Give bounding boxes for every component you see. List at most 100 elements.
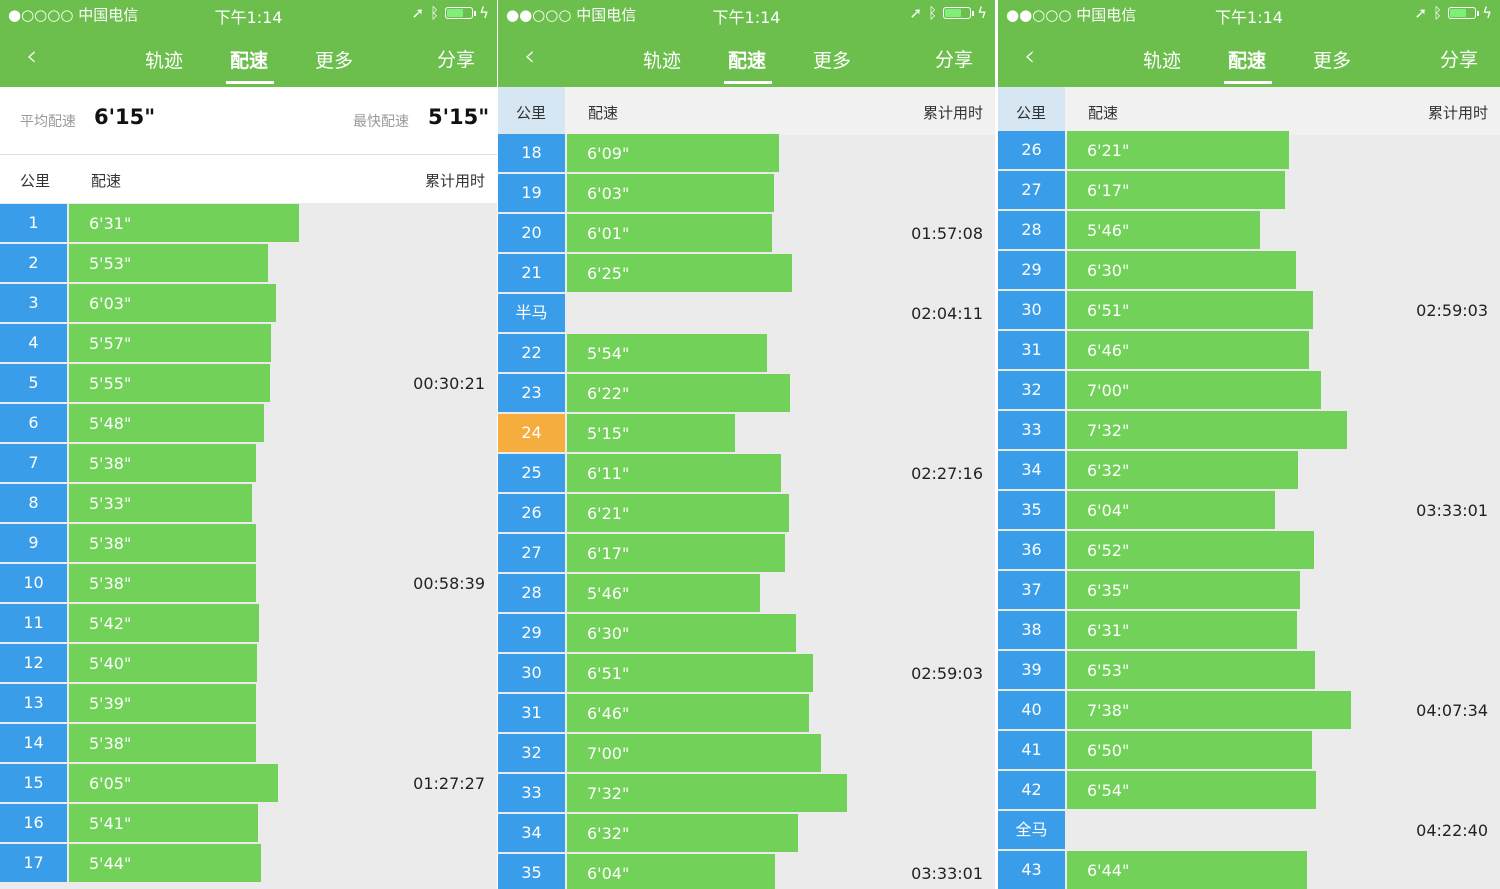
split-row: 4 5'57" [0,324,497,362]
split-row: 6 5'48" [0,404,497,442]
bluetooth-icon: ᛒ [430,4,440,22]
pace-bar [1067,771,1316,809]
split-km: 12 [0,644,67,682]
tab-0[interactable]: 轨迹 [145,50,184,72]
chevron-left-icon[interactable]: ‹ [26,39,38,72]
share-button[interactable]: 分享 [934,49,973,71]
split-row: 41 6'50" [998,731,1500,769]
pace-value: 6'46" [587,704,630,723]
split-row: 30 6'51" 02:59:03 [998,291,1500,329]
split-km: 28 [998,211,1065,249]
split-km: 32 [498,734,565,772]
cumulative-time: 02:59:03 [1416,301,1488,320]
pace-value: 6'05" [89,774,132,793]
split-km: 19 [498,174,565,212]
split-km: 39 [998,651,1065,689]
pace-bar [567,174,775,212]
split-row: 26 6'21" [498,494,995,532]
split-km: 40 [998,691,1065,729]
chevron-left-icon[interactable]: ‹ [1024,39,1036,72]
split-km: 21 [498,254,565,292]
pace-value: 6'46" [1087,341,1130,360]
pace-bar [1067,491,1275,529]
pace-value: 5'42" [89,614,132,633]
split-km: 24 [498,414,565,452]
pace-value: 6'25" [587,264,630,283]
pace-bar [567,454,781,492]
location-arrow-icon: ➚ [1414,4,1428,22]
tab-1[interactable]: 配速 [1228,50,1267,72]
pace-bar [69,804,259,842]
pace-value: 5'38" [89,534,132,553]
tab-2[interactable]: 更多 [813,50,852,72]
pace-value: 6'54" [1087,781,1130,800]
split-row: 31 6'46" [998,331,1500,369]
tab-0[interactable]: 轨迹 [1143,50,1182,72]
split-km: 35 [498,854,565,889]
tab-0[interactable]: 轨迹 [643,50,682,72]
battery-icon [445,7,477,19]
header-cumulative: 累计用时 [424,172,485,190]
status-time: 下午1:14 [1215,8,1283,27]
split-km: 37 [998,571,1065,609]
pace-value: 6'21" [587,504,630,523]
pace-bar [69,284,277,322]
split-row: 18 6'09" [498,134,995,172]
share-button[interactable]: 分享 [1439,49,1478,71]
cumulative-time: 02:27:16 [911,464,983,483]
pace-value: 6'03" [89,294,132,313]
split-km: 11 [0,604,67,642]
chevron-left-icon[interactable]: ‹ [524,39,536,72]
status-time: 下午1:14 [214,8,283,27]
pace-bar [567,414,735,452]
pace-bar [69,484,252,522]
charging-icon: ϟ [479,4,489,22]
status-icons: ➚ ᛒ ϟ [1415,4,1493,22]
split-km: 10 [0,564,67,602]
pace-value: 6'17" [587,544,630,563]
split-km: 18 [498,134,565,172]
split-km: 26 [498,494,565,532]
tab-1[interactable]: 配速 [230,50,269,72]
status-carrier: ●●○○○ 中国电信 [1006,6,1137,24]
split-row: 25 6'11" 02:27:16 [498,454,995,492]
active-tab-indicator [1224,81,1272,84]
table-header: 公里 配速 累计用时 [998,87,1500,135]
bluetooth-icon: ᛒ [928,4,938,22]
split-km: 27 [998,171,1065,209]
header-pace: 配速 [91,172,122,190]
pace-value: 6'30" [587,624,630,643]
tab-2[interactable]: 更多 [315,50,354,72]
pace-value: 6'35" [1087,581,1130,600]
split-row: 22 5'54" [498,334,995,372]
split-km: 38 [998,611,1065,649]
pace-value: 6'32" [587,824,630,843]
share-button[interactable]: 分享 [436,49,475,71]
split-row: 34 6'32" [498,814,995,852]
cumulative-time: 01:27:27 [413,774,485,793]
tab-2[interactable]: 更多 [1313,50,1352,72]
pace-value: 6'30" [1087,261,1130,280]
split-km: 16 [0,804,67,842]
pace-bar [1067,611,1297,649]
split-row: 36 6'52" [998,531,1500,569]
pace-value: 5'38" [89,574,132,593]
location-arrow-icon: ➚ [909,4,923,22]
split-km: 26 [998,131,1065,169]
pace-bar [567,694,810,732]
tab-1[interactable]: 配速 [728,50,767,72]
pace-bar [567,534,786,572]
pace-bar [1067,691,1352,729]
split-row: 28 5'46" [998,211,1500,249]
pace-value: 5'46" [587,584,630,603]
split-row: 20 6'01" 01:57:08 [498,214,995,252]
split-row: 29 6'30" [998,251,1500,289]
cumulative-time: 03:33:01 [911,864,983,883]
pace-bar [69,364,270,402]
avg-pace-label: 平均配速 [20,114,76,130]
pace-value: 5'46" [1087,221,1130,240]
pace-bar [1067,651,1315,689]
split-km: 8 [0,484,67,522]
pace-bar [69,444,256,482]
split-km: 34 [998,451,1065,489]
